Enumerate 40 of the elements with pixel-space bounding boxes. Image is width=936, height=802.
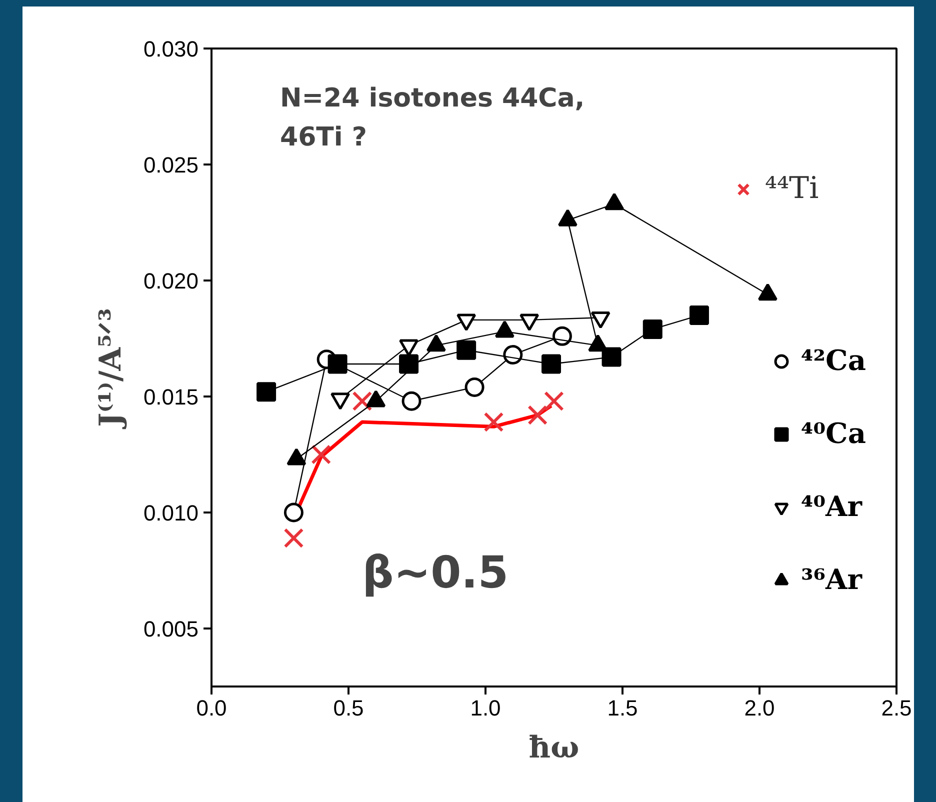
point [352, 391, 372, 412]
annotation: N=24 isotones 44Ca, 46Ti ? [280, 83, 585, 152]
point [544, 391, 564, 412]
legend-label: ³⁶Ar [801, 563, 862, 596]
point [311, 444, 332, 464]
point [528, 405, 548, 426]
point [284, 528, 304, 548]
legend-label: ⁴⁰Ar [801, 490, 862, 523]
point [642, 319, 662, 339]
point [456, 340, 476, 360]
point [503, 345, 523, 364]
x-tick-label: 0.5 [333, 696, 364, 720]
x-tick-label: 2.0 [744, 696, 775, 720]
point [284, 502, 304, 522]
x-tick-label: 1.5 [607, 696, 638, 720]
point [402, 391, 422, 411]
annotation: β~0.5 [362, 547, 509, 598]
y-tick-label: 0.020 [143, 268, 199, 294]
x-axis-title: ħω [528, 730, 580, 766]
legend-label: ⁴⁰Ca [801, 417, 866, 450]
point [256, 382, 276, 402]
point [399, 354, 419, 374]
point [689, 306, 709, 326]
y-tick-label: 0.005 [143, 616, 199, 642]
x-tick-label: 1.0 [470, 696, 501, 720]
point [552, 326, 572, 346]
y-tick-label: 0.030 [143, 36, 199, 62]
y-tick-label: 0.015 [143, 384, 199, 410]
y-tick-label: 0.010 [143, 500, 199, 526]
y-axis-title: J⁽¹⁾/A⁵ᐟ³ [93, 308, 128, 430]
point [464, 377, 484, 397]
legend-label: ⁴⁴Ti [765, 171, 819, 206]
point [542, 354, 562, 374]
legend-label: ⁴²Ca [801, 344, 866, 377]
point [484, 412, 504, 432]
x-tick-label: 0.0 [196, 696, 227, 720]
x-tick-label: 2.5 [881, 696, 912, 720]
point [328, 354, 348, 374]
point [602, 347, 622, 367]
y-tick-label: 0.025 [143, 152, 199, 178]
